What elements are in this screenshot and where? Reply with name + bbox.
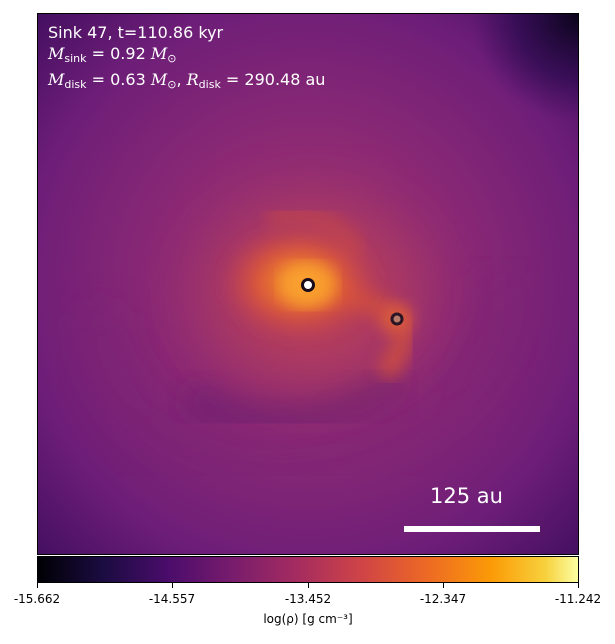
colorbar-tick-label: -11.242 [554,592,602,606]
sink-info-annotation: Sink 47, t=110.86 kyr Msink = 0.92 M⊙ Md… [48,22,325,95]
colorbar-tick [578,583,579,588]
sink-mass-line: Msink = 0.92 M⊙ [48,44,177,65]
sink-secondary-marker [390,312,404,326]
colorbar-tick-label: -15.662 [13,592,61,606]
colorbar-tick [172,583,173,588]
colorbar-tick [308,583,309,588]
sink-primary-marker [301,278,315,292]
colorbar-axis-label: log(ρ) [g cm⁻³] [263,612,353,626]
disk-mass-radius-line: Mdisk = 0.63 M⊙, Rdisk = 290.48 au [48,70,326,91]
colorbar-tick [443,583,444,588]
colorbar-tick-label: -12.347 [419,592,467,606]
colorbar-tick-label: -14.557 [148,592,196,606]
colorbar-tick [37,583,38,588]
colorbar-tick-label: -13.452 [284,592,332,606]
colorbar [37,556,579,583]
sink-title: Sink 47, t=110.86 kyr [48,23,224,42]
density-projection-panel: Sink 47, t=110.86 kyr Msink = 0.92 M⊙ Md… [37,13,579,555]
scalebar [404,526,540,532]
density-map [38,14,578,554]
scalebar-label: 125 au [430,484,503,508]
